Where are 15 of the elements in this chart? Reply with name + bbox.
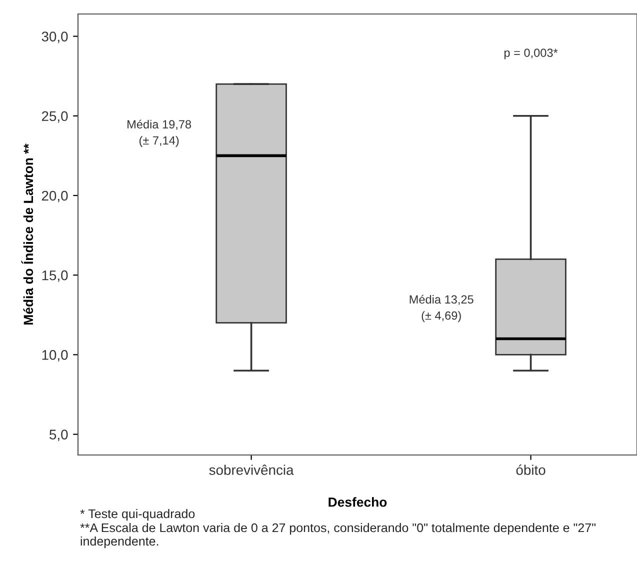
y-tick-label: 10,0 bbox=[42, 350, 68, 362]
y-tick-label: 20,0 bbox=[42, 190, 68, 202]
annotation: Média 13,25 (± 4,69) bbox=[410, 294, 474, 322]
text: * Teste qui-quadrado bbox=[80, 509, 195, 521]
annotation: p = 0,003* bbox=[504, 48, 558, 60]
x-tick-label: óbito bbox=[516, 464, 546, 475]
x-axis-title: Desfecho bbox=[328, 497, 387, 507]
annotation: Média 19,78 (± 7,14) bbox=[128, 120, 192, 147]
y-tick-label: 25,0 bbox=[42, 111, 68, 123]
y-tick-label: 15,0 bbox=[42, 270, 68, 282]
y-tick-label: 30,0 bbox=[42, 32, 68, 44]
x-tick-label: sobrevivência bbox=[209, 464, 294, 475]
text: **A Escala de Lawton varia de 0 a 27 pontos, considerando "0" totalmente dependente e "27" independente. bbox=[80, 523, 596, 548]
y-axis-title: Média do Índice de Lawton ** bbox=[21, 144, 34, 325]
y-tick-label: 5,0 bbox=[50, 430, 68, 442]
